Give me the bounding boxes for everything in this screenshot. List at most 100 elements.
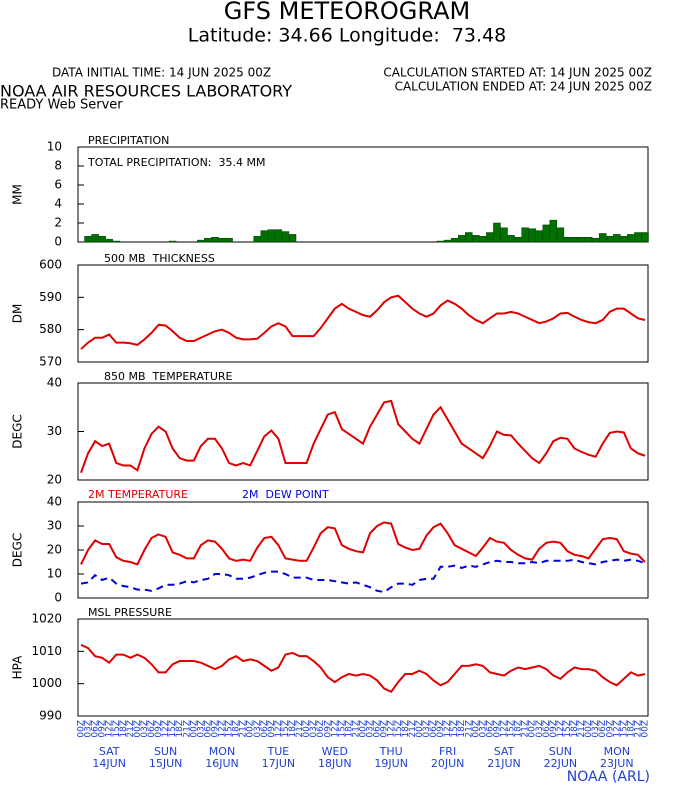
x-tick-label: 21Z bbox=[295, 720, 305, 738]
day-label: TUE bbox=[267, 745, 290, 758]
precip-bar bbox=[535, 230, 543, 243]
initial-time: DATA INITIAL TIME: 14 JUN 2025 00Z bbox=[52, 66, 271, 80]
x-tick-label: 21Z bbox=[464, 720, 474, 738]
y-axis-label: MM bbox=[11, 184, 25, 205]
x-tick-label: 21Z bbox=[182, 720, 192, 738]
y-tick-label: 40 bbox=[47, 376, 62, 390]
x-tick-label: 15Z bbox=[507, 720, 517, 738]
y-tick-label: 0 bbox=[54, 591, 62, 605]
x-tick-label: 18Z bbox=[626, 720, 636, 738]
precip-bar bbox=[591, 237, 600, 243]
panel-title: 850 MB TEMPERATURE bbox=[104, 370, 233, 383]
panel-frame bbox=[77, 618, 649, 717]
x-tick-label: 06Z bbox=[485, 720, 495, 738]
x-tick-label: 21Z bbox=[633, 720, 643, 738]
day-label: MON bbox=[604, 745, 630, 758]
x-tick-label: 12Z bbox=[443, 720, 453, 738]
x-tick-label: 09Z bbox=[98, 720, 108, 738]
x-tick-label: 03Z bbox=[478, 720, 488, 738]
y-tick-label: 1000 bbox=[31, 676, 62, 690]
x-tick-label: 18Z bbox=[232, 720, 242, 738]
precip-bar bbox=[549, 219, 558, 243]
date-label: 14JUN bbox=[92, 757, 126, 770]
precip-bar bbox=[211, 237, 219, 243]
x-tick-label: 15Z bbox=[337, 720, 347, 738]
x-tick-label: 12Z bbox=[387, 720, 397, 738]
y-tick-label: 8 bbox=[54, 159, 62, 173]
x-tick-label: 21Z bbox=[126, 720, 136, 738]
x-tick-label: 00Z bbox=[246, 720, 256, 738]
x-tick-label: 09Z bbox=[267, 720, 277, 738]
x-tick-label: 18Z bbox=[344, 720, 354, 738]
y-tick-label: 6 bbox=[54, 178, 62, 192]
precip-bar bbox=[274, 229, 283, 243]
x-tick-label: 00Z bbox=[359, 720, 369, 738]
data-line bbox=[80, 294, 646, 350]
x-tick-label: 03Z bbox=[253, 720, 263, 738]
date-label: 20JUN bbox=[431, 757, 465, 770]
y-tick-label: 2 bbox=[54, 216, 62, 230]
legend-entry: 2M DEW POINT bbox=[242, 488, 329, 501]
precip-bar bbox=[457, 235, 466, 243]
precip-bar bbox=[253, 236, 261, 243]
x-tick-label: 00Z bbox=[528, 720, 538, 738]
panel-frame bbox=[77, 146, 649, 243]
y-tick-label: 40 bbox=[47, 495, 62, 509]
precip-bar bbox=[584, 237, 593, 243]
x-tick-label: 12Z bbox=[612, 720, 622, 738]
x-tick-label: 12Z bbox=[218, 720, 228, 738]
x-tick-label: 21Z bbox=[577, 720, 587, 738]
x-tick-label: 18Z bbox=[119, 720, 129, 738]
precip-bar bbox=[556, 227, 565, 243]
legend-entry: 2M TEMPERATURE bbox=[88, 488, 188, 501]
precip-bar bbox=[493, 222, 501, 243]
x-tick-label: 18Z bbox=[175, 720, 185, 738]
day-label: WED bbox=[322, 745, 348, 758]
precip-bar bbox=[542, 224, 551, 243]
precip-bar bbox=[528, 228, 536, 243]
x-tick-label: 00Z bbox=[641, 720, 651, 738]
precip-bar bbox=[627, 234, 635, 243]
precip-bar bbox=[486, 232, 494, 243]
x-tick-label: 09Z bbox=[549, 720, 559, 738]
x-tick-label: 00Z bbox=[189, 720, 199, 738]
x-tick-label: 18Z bbox=[514, 720, 524, 738]
y-axis-label: DEGC bbox=[11, 533, 25, 568]
x-tick-label: 15Z bbox=[168, 720, 178, 738]
x-tick-label: 09Z bbox=[492, 720, 502, 738]
x-tick-label: 00Z bbox=[415, 720, 425, 738]
x-tick-label: 18Z bbox=[570, 720, 580, 738]
organization: NOAA AIR RESOURCES LABORATORY bbox=[0, 82, 292, 101]
x-tick-label: 03Z bbox=[196, 720, 206, 738]
x-tick-label: 03Z bbox=[366, 720, 376, 738]
x-tick-label: 12Z bbox=[500, 720, 510, 738]
day-label: SAT bbox=[99, 745, 120, 758]
precip-bar bbox=[634, 232, 642, 243]
x-tick-label: 15Z bbox=[563, 720, 573, 738]
x-tick-label: 09Z bbox=[605, 720, 615, 738]
precip-bar bbox=[260, 230, 269, 243]
x-tick-label: 06Z bbox=[598, 720, 608, 738]
date-label: 21JUN bbox=[487, 757, 521, 770]
day-label: THU bbox=[379, 745, 403, 758]
day-label: FRI bbox=[439, 745, 456, 758]
date-label: 23JUN bbox=[600, 757, 634, 770]
precip-bar bbox=[577, 237, 586, 243]
y-axis-label: DEGC bbox=[11, 414, 25, 449]
annotation: TOTAL PRECIPITATION: 35.4 MM bbox=[87, 156, 265, 169]
panel-title: MSL PRESSURE bbox=[88, 606, 172, 619]
x-tick-label: 00Z bbox=[584, 720, 594, 738]
y-axis-label: HPA bbox=[11, 655, 25, 679]
x-tick-label: 15Z bbox=[450, 720, 460, 738]
precip-bar bbox=[225, 237, 233, 243]
data-line bbox=[80, 558, 646, 594]
precip-bar bbox=[443, 239, 452, 243]
precip-bar bbox=[105, 238, 113, 243]
precip-bar bbox=[197, 239, 205, 243]
x-tick-label: 09Z bbox=[436, 720, 446, 738]
precip-bar bbox=[563, 237, 572, 243]
x-tick-label: 15Z bbox=[112, 720, 122, 738]
y-tick-label: 30 bbox=[47, 424, 62, 438]
x-tick-label: 06Z bbox=[147, 720, 157, 738]
x-tick-label: 15Z bbox=[619, 720, 629, 738]
